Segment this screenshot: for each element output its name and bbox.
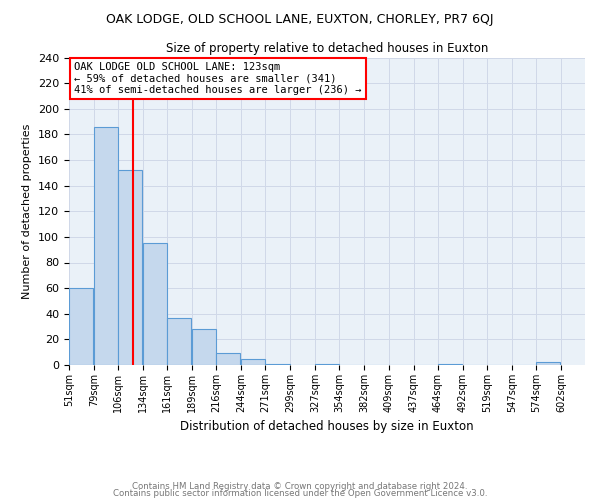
Bar xyxy=(437,364,462,365)
Bar xyxy=(143,244,167,365)
Text: OAK LODGE, OLD SCHOOL LANE, EUXTON, CHORLEY, PR7 6QJ: OAK LODGE, OLD SCHOOL LANE, EUXTON, CHOR… xyxy=(106,12,494,26)
Bar xyxy=(241,358,265,365)
Bar xyxy=(69,288,93,365)
Bar xyxy=(94,126,118,365)
X-axis label: Distribution of detached houses by size in Euxton: Distribution of detached houses by size … xyxy=(180,420,474,434)
Bar xyxy=(536,362,560,365)
Bar xyxy=(118,170,142,365)
Bar xyxy=(265,364,290,365)
Bar xyxy=(192,329,217,365)
Text: Contains HM Land Registry data © Crown copyright and database right 2024.: Contains HM Land Registry data © Crown c… xyxy=(132,482,468,491)
Bar xyxy=(167,318,191,365)
Y-axis label: Number of detached properties: Number of detached properties xyxy=(22,124,32,299)
Text: Contains public sector information licensed under the Open Government Licence v3: Contains public sector information licen… xyxy=(113,490,487,498)
Bar xyxy=(217,354,241,365)
Title: Size of property relative to detached houses in Euxton: Size of property relative to detached ho… xyxy=(166,42,488,55)
Text: OAK LODGE OLD SCHOOL LANE: 123sqm
← 59% of detached houses are smaller (341)
41%: OAK LODGE OLD SCHOOL LANE: 123sqm ← 59% … xyxy=(74,62,362,96)
Bar xyxy=(316,364,340,365)
